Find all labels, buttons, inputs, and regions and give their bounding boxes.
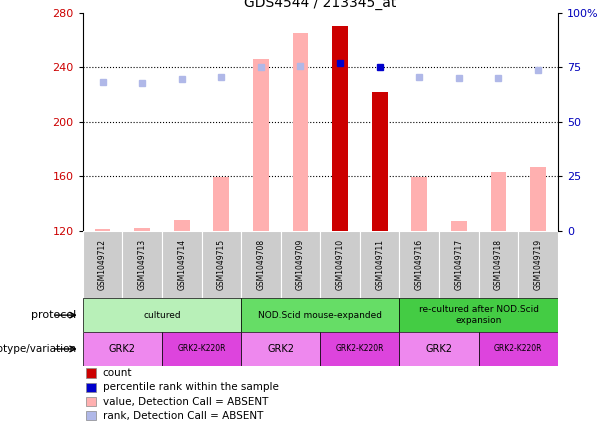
Text: protocol: protocol [31,310,77,320]
Bar [479,231,518,298]
Bar [321,332,400,366]
Bar [253,59,269,231]
Bar [134,228,150,231]
Bar [360,231,400,298]
Bar [479,332,558,366]
Bar [83,298,241,332]
Text: GRK2: GRK2 [425,344,452,354]
Text: percentile rank within the sample: percentile rank within the sample [103,382,278,392]
Bar [400,231,439,298]
Text: GSM1049714: GSM1049714 [177,239,186,290]
Bar [86,397,96,406]
Text: GSM1049711: GSM1049711 [375,239,384,290]
Bar [411,177,427,231]
Bar [83,231,123,298]
Text: GRK2: GRK2 [267,344,294,354]
Text: cultured: cultured [143,310,181,320]
Bar [123,231,162,298]
Bar [86,383,96,392]
Text: GSM1049710: GSM1049710 [335,239,345,290]
Bar [371,92,387,231]
Text: NOD.Scid mouse-expanded: NOD.Scid mouse-expanded [258,310,383,320]
Text: GSM1049712: GSM1049712 [98,239,107,290]
Text: GRK2: GRK2 [109,344,136,354]
Text: value, Detection Call = ABSENT: value, Detection Call = ABSENT [103,397,268,407]
Bar [332,26,348,231]
Text: count: count [103,368,132,378]
Bar [162,332,241,366]
Bar [321,231,360,298]
Bar [94,229,110,231]
Text: GRK2-K220R: GRK2-K220R [494,344,543,354]
Text: GRK2-K220R: GRK2-K220R [336,344,384,354]
Text: GSM1049713: GSM1049713 [138,239,147,290]
Bar [530,167,546,231]
Bar [439,231,479,298]
Text: GSM1049717: GSM1049717 [454,239,463,290]
Text: GSM1049718: GSM1049718 [494,239,503,290]
Text: GRK2-K220R: GRK2-K220R [177,344,226,354]
Bar [490,172,506,231]
Bar [213,177,229,231]
Bar [241,332,321,366]
Bar [518,231,558,298]
Text: genotype/variation: genotype/variation [0,344,77,354]
Text: GSM1049719: GSM1049719 [533,239,543,290]
Bar [400,332,479,366]
Bar [174,220,189,231]
Bar [86,368,96,378]
Bar [281,231,321,298]
Text: GSM1049708: GSM1049708 [256,239,265,290]
Text: re-cultured after NOD.Scid
expansion: re-cultured after NOD.Scid expansion [419,305,539,325]
Bar [202,231,241,298]
Bar [241,231,281,298]
Bar [83,332,162,366]
Bar [86,411,96,420]
Bar [451,221,466,231]
Text: GSM1049715: GSM1049715 [217,239,226,290]
Title: GDS4544 / 213345_at: GDS4544 / 213345_at [244,0,397,10]
Bar [241,298,400,332]
Bar [162,231,202,298]
Bar [292,33,308,231]
Bar [400,298,558,332]
Text: rank, Detection Call = ABSENT: rank, Detection Call = ABSENT [103,411,263,421]
Text: GSM1049709: GSM1049709 [296,239,305,290]
Text: GSM1049716: GSM1049716 [415,239,424,290]
